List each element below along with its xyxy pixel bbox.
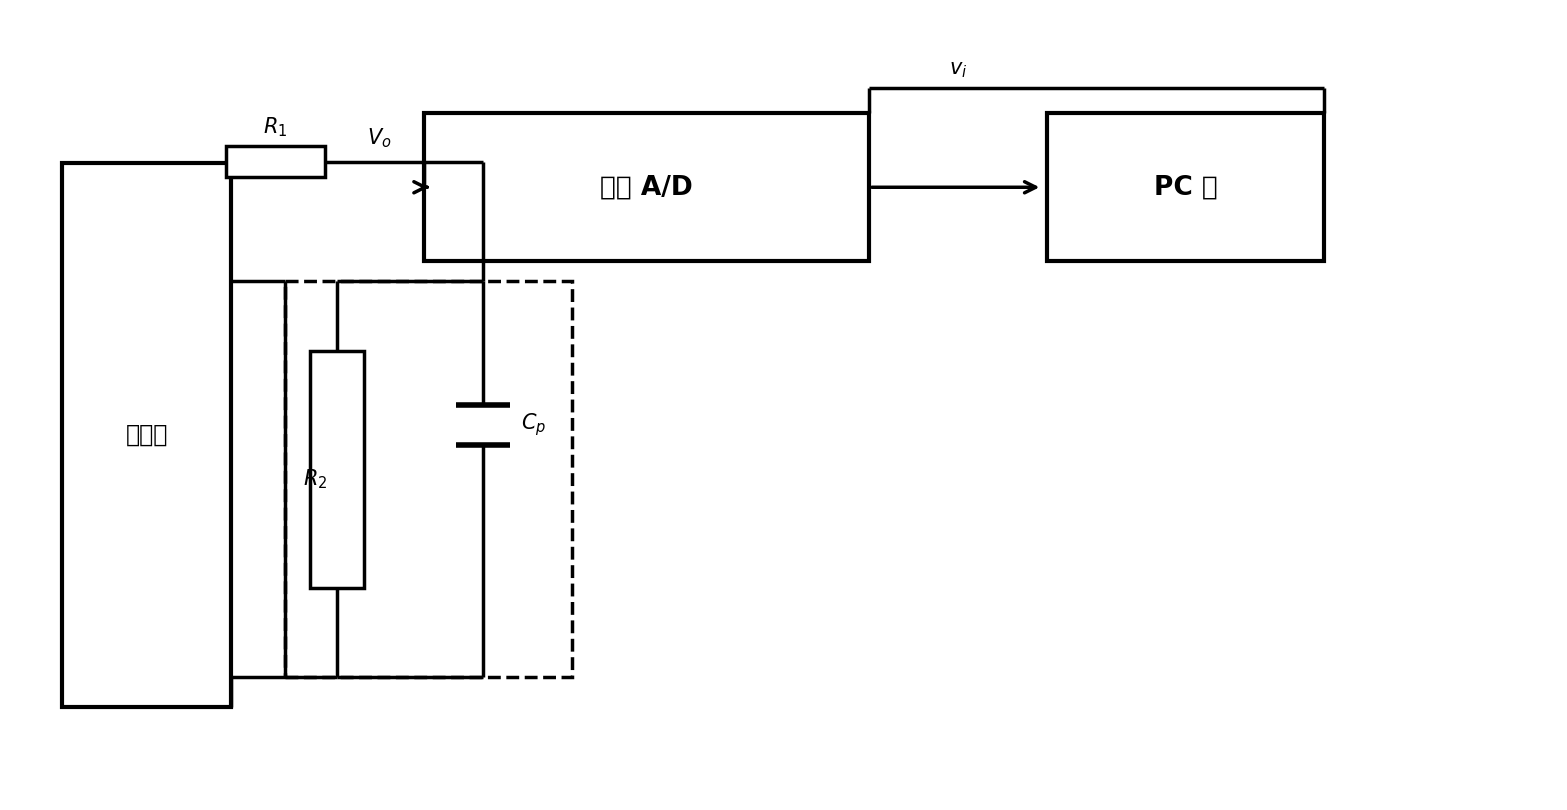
Bar (1047, 113, 1324, 262)
Text: $\boldsymbol{v_i}$: $\boldsymbol{v_i}$ (950, 61, 967, 80)
Bar (423, 113, 870, 262)
Bar (310, 351, 365, 588)
Bar (285, 281, 572, 677)
Text: $\boldsymbol{V_o}$: $\boldsymbol{V_o}$ (367, 126, 392, 150)
Text: 激励源: 激励源 (125, 423, 168, 446)
Text: $\boldsymbol{R_1}$: $\boldsymbol{R_1}$ (263, 115, 287, 139)
Text: PC 机: PC 机 (1153, 174, 1218, 200)
Text: $\boldsymbol{R_2}$: $\boldsymbol{R_2}$ (302, 467, 328, 491)
Text: 高速 A/D: 高速 A/D (600, 174, 693, 200)
Text: $\boldsymbol{C_p}$: $\boldsymbol{C_p}$ (520, 411, 545, 438)
Bar (63, 163, 230, 707)
Bar (226, 146, 324, 177)
